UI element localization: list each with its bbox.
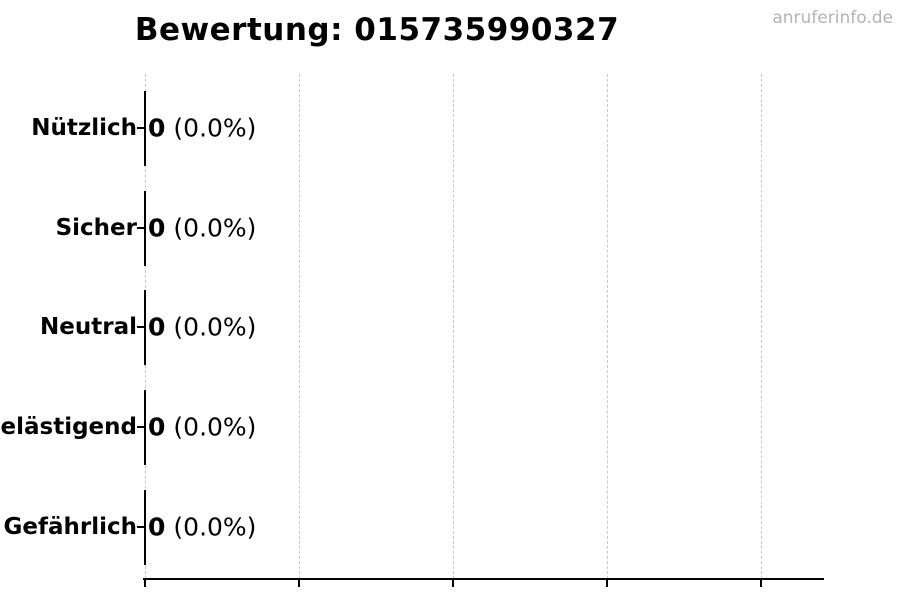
x-axis-tick (144, 580, 146, 587)
category-label: Belästigend (0, 414, 137, 440)
category-label: Gefährlich (3, 514, 138, 540)
value-count: 0 (148, 512, 166, 542)
value-percent: (0.0%) (173, 512, 257, 542)
gridline (761, 74, 762, 579)
chart-title: Bewertung: 015735990327 (134, 12, 620, 48)
category-label: Neutral (40, 314, 137, 340)
gridline (299, 74, 300, 579)
watermark-text: anruferinfo.de (772, 8, 893, 28)
value-label: 0 (0.0%) (148, 413, 256, 442)
x-axis-tick (606, 580, 608, 587)
value-count: 0 (148, 213, 166, 243)
value-count: 0 (148, 412, 166, 442)
bar (144, 191, 146, 266)
y-axis-tick (137, 426, 145, 428)
value-label: 0 (0.0%) (148, 313, 256, 342)
value-label: 0 (0.0%) (148, 114, 256, 143)
x-axis-tick (760, 580, 762, 587)
bar (144, 390, 146, 465)
bar (144, 290, 146, 365)
value-label: 0 (0.0%) (148, 513, 256, 542)
value-percent: (0.0%) (173, 312, 257, 342)
y-axis-tick (137, 227, 145, 229)
gridline (607, 74, 608, 579)
x-axis-tick (452, 580, 454, 587)
x-axis-line (143, 578, 824, 580)
value-label: 0 (0.0%) (148, 214, 256, 243)
value-count: 0 (148, 312, 166, 342)
y-axis-tick (137, 326, 145, 328)
y-axis-tick (137, 526, 145, 528)
value-percent: (0.0%) (173, 412, 257, 442)
value-count: 0 (148, 113, 166, 143)
gridline (453, 74, 454, 579)
value-percent: (0.0%) (173, 213, 257, 243)
category-label: Sicher (55, 215, 137, 241)
x-axis-tick (298, 580, 300, 587)
y-axis-tick (137, 127, 145, 129)
category-label: Nützlich (31, 115, 137, 141)
value-percent: (0.0%) (173, 113, 257, 143)
bar (144, 490, 146, 565)
bar (144, 91, 146, 166)
